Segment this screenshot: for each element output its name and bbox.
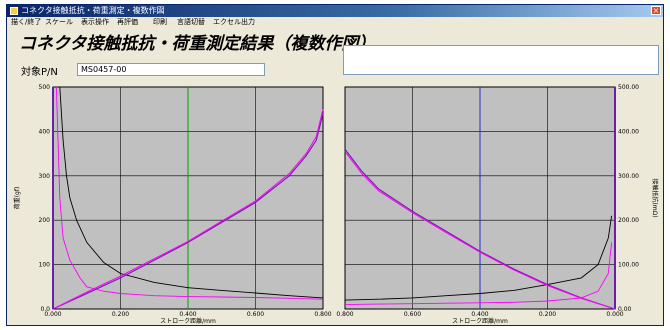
x-tick-label: 0.600 (404, 311, 421, 318)
series-magenta-load-3 (344, 151, 616, 310)
y-tick-label: 300 (39, 173, 51, 180)
series-black-resistance-0 (344, 215, 613, 301)
x-tick-label: 0.400 (179, 311, 196, 318)
app-window: コネクタ接触抵抗・荷重測定・複数作図 × 描く/終了 スケール 表示操作 再評価… (6, 4, 664, 326)
menu-item-language[interactable]: 言語切替 (177, 18, 205, 26)
y-tick-label: 100.00 (618, 262, 639, 269)
chart-panel-left: 0.000 0.200 0.400 0.600 0.800 0.0 100 200 300 400… (13, 84, 332, 325)
menu-item-draw-exit[interactable]: 描く/終了 (11, 18, 42, 26)
menu-item-scale[interactable]: スケール (45, 18, 73, 26)
app-window-icon (10, 7, 18, 15)
series-magenta-resistance-1 (55, 86, 324, 300)
y-tick-label: 0.0 (40, 306, 50, 313)
x-tick-label: 0.400 (471, 311, 488, 318)
y-tick-label: 300.00 (618, 173, 639, 180)
x-axis-label: ストローク距離/mm (160, 317, 216, 325)
y-tick-label: 500 (39, 84, 51, 91)
x-tick-label: 0.000 (44, 311, 61, 318)
series-purple-load-2 (52, 113, 324, 310)
window-title: コネクタ接触抵抗・荷重測定・複数作図 (21, 6, 165, 15)
series-magenta-resistance-1 (344, 242, 613, 306)
y-tick-label: 200.00 (618, 217, 639, 224)
y-tick-label: 400.00 (618, 128, 639, 135)
y-axis-label: 荷重(gf) (13, 187, 21, 210)
y-tick-label: 500.00 (618, 84, 639, 91)
menu-item-print[interactable]: 印刷 (153, 18, 167, 26)
series-purple-load-2 (344, 148, 616, 310)
part-number-input[interactable] (77, 63, 265, 76)
x-tick-label: 0.200 (539, 311, 556, 318)
page-title: コネクタ接触抵抗・荷重測定結果（複数作図） (19, 34, 376, 54)
series-magenta-load-3 (52, 109, 324, 310)
part-number-label: 対象P/N (21, 67, 58, 78)
x-tick-label: 0.000 (606, 311, 623, 318)
comment-box[interactable] (343, 45, 659, 75)
menu-item-excel-export[interactable]: エクセル出力 (213, 18, 255, 26)
x-tick-label: 0.600 (247, 311, 264, 318)
x-tick-label: 0.200 (112, 311, 129, 318)
y-axis-label: 接触抵抗(mΩ) (651, 178, 659, 217)
x-tick-label: 0.800 (336, 311, 353, 318)
menu-bar: 描く/終了 スケール 表示操作 再評価 印刷 言語切替 エクセル出力 (7, 17, 663, 28)
x-axis-label: ストローク距離/mm (452, 317, 508, 325)
x-tick-label: 0.800 (314, 311, 331, 318)
y-tick-label: 200 (39, 217, 51, 224)
close-button[interactable]: × (651, 6, 661, 15)
chart-area: 0.000 0.200 0.400 0.600 0.800 0.0 100 200 300 400… (13, 84, 659, 325)
title-bar[interactable]: コネクタ接触抵抗・荷重測定・複数作図 × (7, 5, 663, 17)
y-tick-label: 100 (39, 262, 51, 269)
series-black-resistance-0 (59, 86, 324, 299)
menu-item-display[interactable]: 表示操作 (81, 18, 109, 26)
menu-item-reevaluate[interactable]: 再評価 (117, 18, 138, 26)
y-tick-label: 400 (39, 128, 51, 135)
y-tick-label: 0.00 (618, 306, 632, 313)
